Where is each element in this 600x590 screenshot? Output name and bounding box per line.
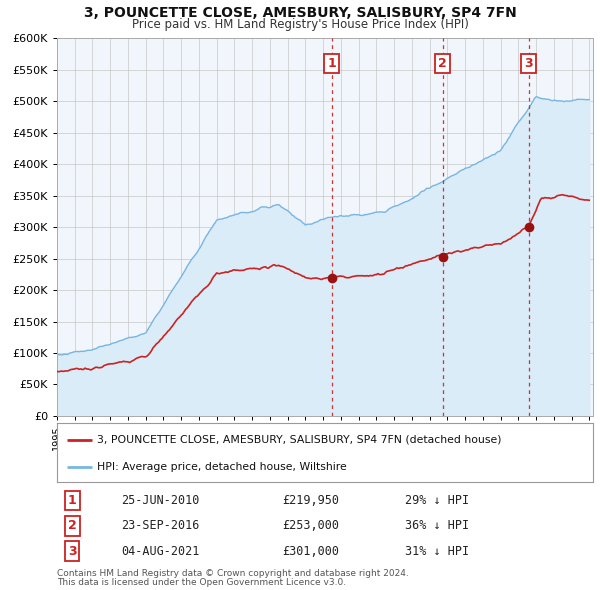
- Text: HPI: Average price, detached house, Wiltshire: HPI: Average price, detached house, Wilt…: [97, 463, 347, 472]
- Text: 2: 2: [68, 519, 76, 533]
- Text: 3: 3: [524, 57, 533, 70]
- Text: This data is licensed under the Open Government Licence v3.0.: This data is licensed under the Open Gov…: [57, 578, 346, 587]
- Text: 31% ↓ HPI: 31% ↓ HPI: [405, 545, 469, 558]
- Text: 3, POUNCETTE CLOSE, AMESBURY, SALISBURY, SP4 7FN: 3, POUNCETTE CLOSE, AMESBURY, SALISBURY,…: [83, 6, 517, 20]
- Text: 36% ↓ HPI: 36% ↓ HPI: [405, 519, 469, 533]
- Text: £253,000: £253,000: [282, 519, 339, 533]
- Text: 25-JUN-2010: 25-JUN-2010: [121, 494, 200, 507]
- Text: Contains HM Land Registry data © Crown copyright and database right 2024.: Contains HM Land Registry data © Crown c…: [57, 569, 409, 578]
- Text: Price paid vs. HM Land Registry's House Price Index (HPI): Price paid vs. HM Land Registry's House …: [131, 18, 469, 31]
- Text: 23-SEP-2016: 23-SEP-2016: [121, 519, 200, 533]
- Text: 29% ↓ HPI: 29% ↓ HPI: [405, 494, 469, 507]
- Text: £301,000: £301,000: [282, 545, 339, 558]
- Text: £219,950: £219,950: [282, 494, 339, 507]
- Text: 3: 3: [68, 545, 76, 558]
- Text: 1: 1: [68, 494, 76, 507]
- Text: 3, POUNCETTE CLOSE, AMESBURY, SALISBURY, SP4 7FN (detached house): 3, POUNCETTE CLOSE, AMESBURY, SALISBURY,…: [97, 435, 502, 444]
- Text: 2: 2: [438, 57, 447, 70]
- Text: 1: 1: [327, 57, 336, 70]
- Text: 04-AUG-2021: 04-AUG-2021: [121, 545, 200, 558]
